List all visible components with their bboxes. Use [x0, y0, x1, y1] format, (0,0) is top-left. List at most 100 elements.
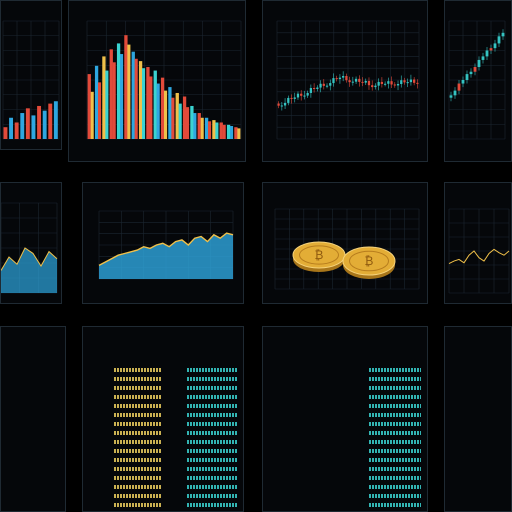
bar [25, 108, 30, 139]
candle-body [287, 97, 290, 103]
candle-body [457, 83, 461, 91]
row-value-bar [114, 431, 162, 435]
table-row [269, 475, 421, 481]
candle-body [364, 80, 367, 83]
table-row [89, 439, 237, 445]
row-value-bar [186, 440, 237, 444]
row-value-bar [186, 404, 237, 408]
panel-mid-coins: ₿ ₿ [262, 182, 428, 304]
row-value-bar [369, 449, 421, 453]
bar [9, 117, 14, 139]
coin-symbol: ₿ [315, 248, 324, 262]
candle-body [413, 79, 416, 83]
panel-mid-area [82, 182, 244, 304]
row-value-bar [369, 458, 421, 462]
bar [171, 97, 175, 139]
area-chart-small [1, 202, 58, 294]
table-row [7, 493, 59, 499]
candle-body [380, 81, 384, 85]
table-row [451, 421, 505, 427]
row-value-bar [186, 485, 237, 489]
area-chart-main [98, 210, 234, 280]
candle-body [473, 67, 477, 72]
row-value-bar [114, 386, 162, 390]
candlestick-chart [276, 20, 420, 140]
candle-body [374, 85, 377, 88]
row-value-bar [369, 467, 421, 471]
candle-body [312, 88, 316, 90]
bar [237, 128, 241, 139]
row-value-bar [186, 467, 237, 471]
table-row [89, 394, 237, 400]
candlestick-chart-right [448, 20, 506, 140]
row-value-bar [114, 404, 162, 408]
bar [182, 96, 187, 139]
table-row [269, 385, 421, 391]
table-row [89, 376, 237, 382]
candle-body [283, 102, 287, 106]
table-row [269, 493, 421, 499]
table-row [89, 430, 237, 436]
bar [131, 51, 135, 139]
line-series [448, 248, 510, 265]
table-row [451, 457, 505, 463]
panel-top-right-candles [444, 0, 512, 162]
table-row [89, 448, 237, 454]
row-value-bar [114, 476, 162, 480]
candle-body [416, 82, 419, 84]
row-value-bar [369, 404, 421, 408]
row-value-bar [186, 413, 237, 417]
row-value-bar [369, 485, 421, 489]
panel-bottom-table-2 [262, 326, 428, 512]
panel-bottom-table-3 [444, 326, 512, 512]
candle-body [393, 84, 396, 86]
table-row [7, 421, 59, 427]
candle-body [325, 85, 329, 87]
bar [3, 127, 8, 139]
bar [212, 120, 216, 139]
table-row [7, 376, 59, 382]
row-value-bar [369, 386, 421, 390]
table-row [7, 385, 59, 391]
row-value-bar [114, 377, 162, 381]
table-row [269, 394, 421, 400]
candle-body [449, 95, 453, 98]
row-value-bar [369, 368, 421, 372]
row-value-bar [369, 476, 421, 480]
table-row [451, 367, 505, 373]
candle-body [493, 43, 497, 49]
panel-bottom-left-table [0, 326, 66, 512]
bar [153, 70, 157, 139]
table-row [451, 493, 505, 499]
candle-body [319, 83, 322, 88]
row-value-bar [114, 503, 162, 507]
row-value-bar [186, 431, 237, 435]
bar [134, 58, 138, 140]
table-row [7, 475, 59, 481]
coin-chart: ₿ ₿ [274, 208, 420, 290]
table-row [269, 412, 421, 418]
bar [193, 113, 197, 139]
table-row [451, 484, 505, 490]
table-row [89, 385, 237, 391]
candle-body [309, 88, 313, 93]
bar [105, 70, 109, 139]
candle-body [306, 92, 309, 96]
row-value-bar [186, 386, 237, 390]
bar [31, 115, 36, 139]
table-row [451, 403, 505, 409]
candle-body [345, 75, 348, 81]
table-row [269, 376, 421, 382]
bar [222, 124, 226, 139]
table-row [269, 484, 421, 490]
panel-top-candles [262, 0, 428, 162]
bar [215, 122, 219, 139]
table-row [89, 502, 237, 508]
row-value-bar [186, 449, 237, 453]
row-value-bar [369, 431, 421, 435]
candle-body [329, 83, 332, 86]
bar [175, 92, 179, 139]
bar [219, 122, 223, 139]
row-value-bar [114, 395, 162, 399]
table-row [7, 484, 59, 490]
